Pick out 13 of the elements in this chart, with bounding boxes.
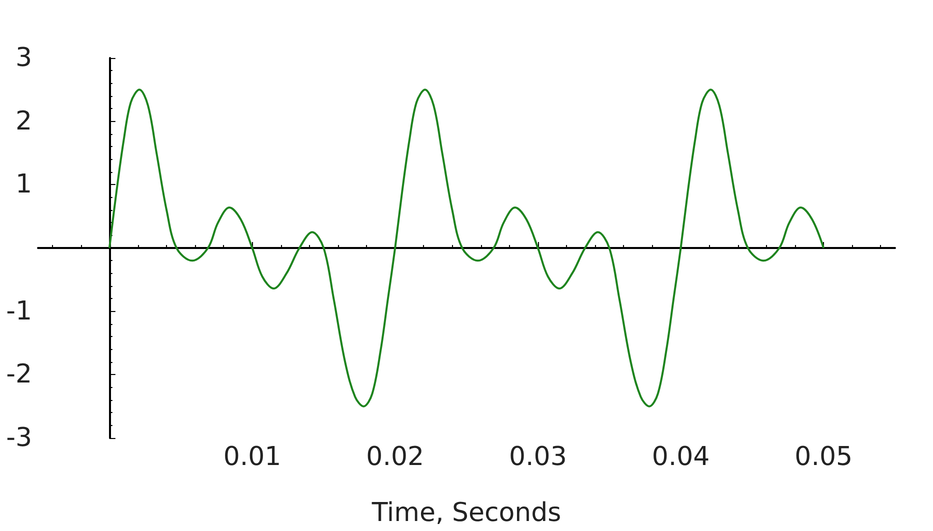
x-tick-label: 0.03 xyxy=(508,442,567,472)
x-tick-label: 0.05 xyxy=(794,442,853,472)
x-axis-title: Time, Seconds xyxy=(370,498,562,528)
y-tick-label: -2 xyxy=(6,360,32,390)
y-tick-label: 1 xyxy=(15,170,32,200)
line-series xyxy=(108,88,825,408)
y-tick-label: 2 xyxy=(15,106,32,136)
x-tick-label: 0.01 xyxy=(223,442,282,472)
y-tick-label: 3 xyxy=(15,43,32,73)
x-tick-label: 0.02 xyxy=(366,442,424,472)
y-tick-label: -1 xyxy=(6,296,32,326)
y-tick-label: -3 xyxy=(6,423,32,453)
x-tick-label: 0.04 xyxy=(652,442,710,472)
